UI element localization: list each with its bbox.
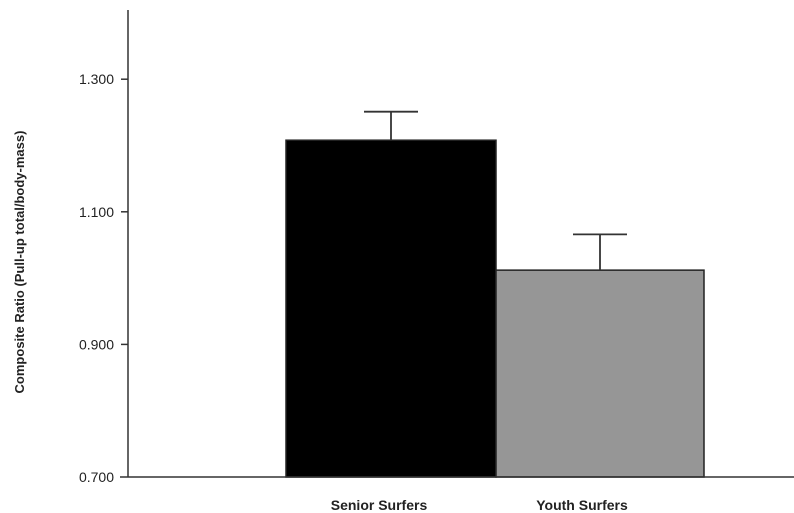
y-axis-title: Composite Ratio (Pull-up total/body-mass… — [12, 131, 27, 394]
x-axis-labels: Senior Surfers Youth Surfers — [331, 497, 628, 513]
bars — [285, 139, 705, 478]
y-tick-label: 0.700 — [79, 469, 114, 485]
error-bars — [364, 110, 627, 271]
y-tick-label: 1.100 — [79, 204, 114, 220]
x-category-label: Youth Surfers — [536, 497, 628, 513]
bar-senior-surfers — [285, 139, 497, 478]
bar-youth-surfers — [495, 269, 705, 478]
y-axis-ticks: 0.700 0.900 1.100 1.300 — [79, 71, 128, 485]
x-category-label: Senior Surfers — [331, 497, 428, 513]
y-tick-label: 0.900 — [79, 336, 114, 352]
y-tick-label: 1.300 — [79, 71, 114, 87]
